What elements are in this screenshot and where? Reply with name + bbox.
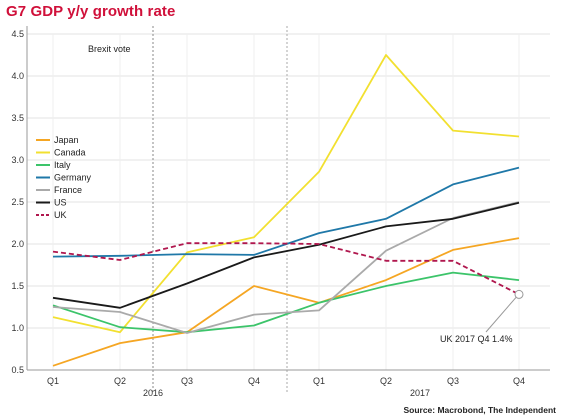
legend-label-uk: UK (54, 210, 67, 220)
x-tick-label: Q1 (313, 376, 325, 386)
legend-label-italy: Italy (54, 160, 71, 170)
x-tick-label: Q3 (447, 376, 459, 386)
year-label: 2017 (410, 388, 430, 398)
x-tick-label: Q1 (47, 376, 59, 386)
legend-label-canada: Canada (54, 148, 86, 158)
y-tick-label: 3.5 (11, 113, 24, 123)
series-line-france (52, 201, 520, 334)
legend-label-us: US (54, 198, 67, 208)
y-tick-label: 1.0 (11, 323, 24, 333)
y-tick-label: 0.5 (11, 365, 24, 375)
y-tick-label: 1.5 (11, 281, 24, 291)
y-tick-label: 4.0 (11, 71, 24, 81)
x-tick-label: Q2 (380, 376, 392, 386)
legend-label-germany: Germany (54, 173, 92, 183)
y-tick-label: 2.5 (11, 197, 24, 207)
year-label: 2016 (143, 388, 163, 398)
uk-callout-label: UK 2017 Q4 1.4% (440, 334, 513, 344)
x-tick-label: Q4 (513, 376, 525, 386)
chart-title: G7 GDP y/y growth rate (6, 3, 176, 20)
series-line-canada (52, 54, 520, 334)
legend-label-japan: Japan (54, 135, 79, 145)
x-tick-label: Q2 (114, 376, 126, 386)
source-note: Source: Macrobond, The Independent (403, 405, 556, 415)
uk-callout-leader (485, 297, 517, 333)
y-tick-label: 4.5 (11, 29, 24, 39)
uk-callout-marker (514, 289, 524, 299)
legend-label-france: France (54, 185, 82, 195)
y-tick-label: 3.0 (11, 155, 24, 165)
series-line-uk (52, 242, 520, 296)
series-line-us (52, 201, 520, 309)
series-line-japan (52, 237, 520, 367)
series-line-italy (52, 271, 520, 334)
y-tick-label: 2.0 (11, 239, 24, 249)
x-tick-label: Q3 (181, 376, 193, 386)
brexit-vote-label: Brexit vote (88, 44, 131, 54)
x-tick-label: Q4 (248, 376, 260, 386)
